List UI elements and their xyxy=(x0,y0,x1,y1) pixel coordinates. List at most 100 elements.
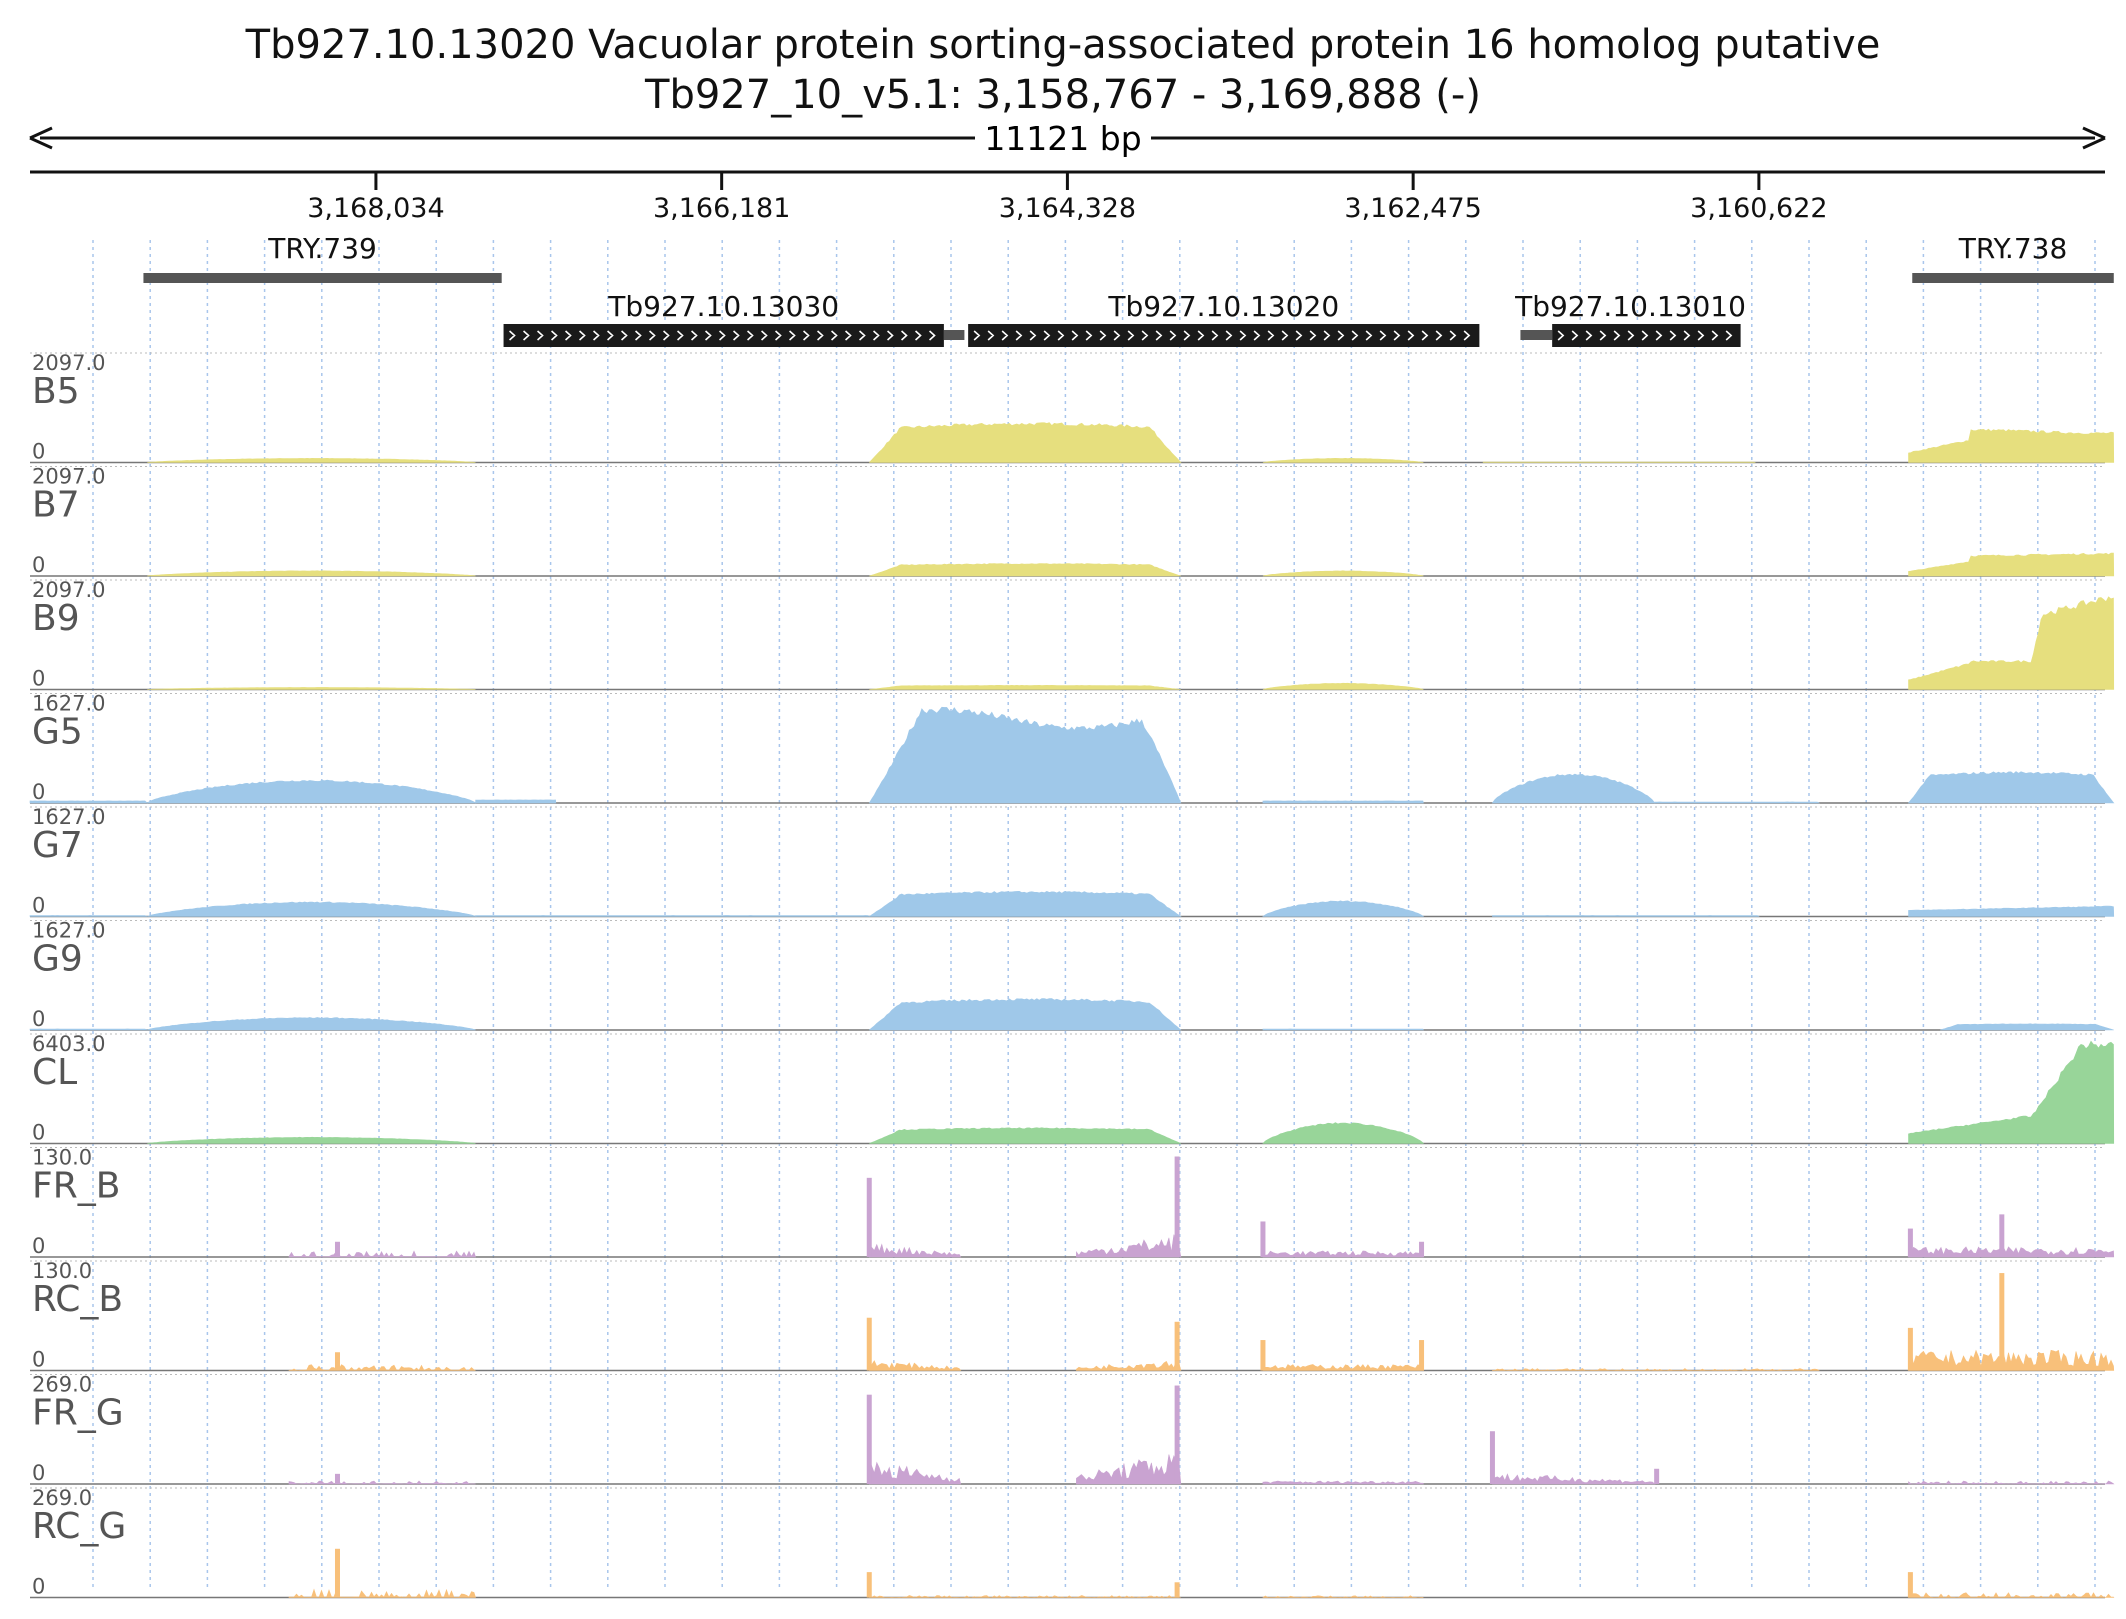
gene-bar xyxy=(968,324,1480,347)
coverage-area xyxy=(29,1028,148,1031)
track-name: G7 xyxy=(32,825,83,866)
track-name: B7 xyxy=(32,485,80,526)
coverage-spike xyxy=(1999,1273,2005,1371)
coverage-spike xyxy=(1489,1431,1495,1484)
track-cl: 6403.0CL 0 xyxy=(30,1032,2115,1145)
track-min-label: 0 xyxy=(32,780,45,804)
coverage-area xyxy=(288,1480,476,1485)
gene-label: Tb927.10.13030 xyxy=(607,290,839,323)
track-name: RC_G xyxy=(32,1506,126,1547)
coverage-spike xyxy=(1174,1385,1180,1484)
coverage-area xyxy=(147,1136,476,1144)
coverage-spike xyxy=(1260,1221,1266,1257)
track-g5: 1627.0G5 0 xyxy=(29,692,2115,804)
region-bar xyxy=(1912,273,2114,283)
gene-label: Tb927.10.13010 xyxy=(1514,290,1746,323)
coverage-area xyxy=(1262,800,1424,804)
coverage-area xyxy=(868,1458,962,1485)
coverage-area xyxy=(1908,1480,2115,1485)
coverage-area xyxy=(868,1595,1181,1598)
span-label: 11121 bp xyxy=(984,119,1141,158)
track-name: CL xyxy=(32,1052,77,1093)
coverage-spike xyxy=(334,1548,340,1598)
track-name: B5 xyxy=(32,371,80,412)
track-max-label: 2097.0 xyxy=(32,351,105,375)
coverage-spike xyxy=(866,1572,872,1598)
coverage-area xyxy=(869,890,1182,917)
track-g7: 1627.0G7 0 xyxy=(29,805,2115,918)
track-max-label: 2097.0 xyxy=(32,578,105,602)
coverage-area xyxy=(288,1588,476,1598)
coverage-area xyxy=(1908,428,2115,463)
coverage-area xyxy=(147,779,477,804)
track-max-label: 269.0 xyxy=(32,1373,92,1397)
coverage-area xyxy=(869,998,1182,1031)
coverage-area xyxy=(1908,1040,2115,1144)
region-label: TRY.738 xyxy=(1958,232,2068,265)
track-max-label: 1627.0 xyxy=(32,692,105,716)
coverage-spike xyxy=(1419,1340,1425,1371)
coverage-area xyxy=(288,1250,476,1258)
span-arrow-left-head xyxy=(29,126,53,150)
track-name: RC_B xyxy=(32,1279,123,1320)
coverage-area xyxy=(1262,1122,1424,1144)
track-rc-b: 130.0RC_B 0 xyxy=(30,1259,2115,1372)
coverage-spike xyxy=(1907,1327,1913,1371)
coverage-spike xyxy=(1654,1468,1660,1484)
track-min-label: 0 xyxy=(32,1461,45,1485)
coverage-area xyxy=(1262,570,1424,577)
gene-label: Tb927.10.13020 xyxy=(1107,290,1339,323)
ruler-tick-label: 3,160,622 xyxy=(1690,193,1827,224)
coverage-area xyxy=(869,1127,1181,1144)
coverage-area xyxy=(1262,1364,1424,1371)
utr-bar xyxy=(1520,330,1553,340)
coverage-area xyxy=(1492,1473,1656,1485)
coordinate-ruler: 11121 bp 3,168,034 3,166,181 3,164,328 3,16… xyxy=(29,118,2106,224)
coverage-area xyxy=(1262,682,1424,690)
coverage-area xyxy=(475,915,871,917)
track-min-label: 0 xyxy=(32,553,45,577)
coverage-area xyxy=(1908,1349,2115,1371)
track-min-label: 0 xyxy=(32,440,45,464)
coverage-area xyxy=(1908,552,2115,577)
ruler-tick-label: 3,164,328 xyxy=(999,193,1136,224)
track-name: FR_B xyxy=(32,1166,120,1207)
coverage-area xyxy=(1492,915,1760,917)
coverage-area xyxy=(147,901,477,917)
coverage-area xyxy=(1492,1368,1820,1371)
track-min-label: 0 xyxy=(32,894,45,918)
track-b9: 2097.0B9 0 xyxy=(30,578,2115,691)
coverage-area xyxy=(869,706,1182,804)
coverage-area xyxy=(1261,900,1425,917)
coverage-area xyxy=(1908,1246,2115,1258)
coverage-area xyxy=(147,687,476,690)
track-max-label: 130.0 xyxy=(32,1259,92,1283)
coverage-area xyxy=(869,422,1182,463)
coverage-area xyxy=(288,1364,476,1371)
coverage-area xyxy=(147,457,476,463)
span-arrow-right-head xyxy=(2082,126,2106,150)
track-min-label: 0 xyxy=(32,1234,45,1258)
ruler-tick-label: 3,168,034 xyxy=(307,193,444,224)
annotation-features: TRY.739 TRY.738 Tb927.10.13030 Tb927.10.130… xyxy=(143,232,2114,347)
track-min-label: 0 xyxy=(32,667,45,691)
track-max-label: 130.0 xyxy=(32,1146,92,1170)
utr-bar xyxy=(943,330,965,340)
coverage-area xyxy=(868,1243,962,1258)
gene-strand-chevrons xyxy=(1557,330,1733,341)
coverage-area xyxy=(868,1360,962,1371)
coverage-area xyxy=(1491,773,1656,804)
coverage-area xyxy=(1076,1234,1182,1258)
coverage-area xyxy=(1907,771,2115,804)
coverage-area xyxy=(29,800,148,804)
coverage-spike xyxy=(334,1473,340,1484)
track-rc-g: 269.0RC_G 0 xyxy=(30,1486,2115,1599)
coverage-area xyxy=(147,570,476,577)
coverage-area xyxy=(869,563,1181,577)
ruler-tick-label: 3,166,181 xyxy=(653,193,790,224)
region-bar xyxy=(143,273,502,283)
coverage-area xyxy=(1908,1592,2115,1599)
coverage-area xyxy=(1908,905,2115,917)
ruler-ticks: 3,168,034 3,166,181 3,164,328 3,162,475 3,16… xyxy=(307,172,1828,224)
coverage-tracks: 2097.0B502097.0B702097.0B901627.0G501627… xyxy=(29,351,2115,1599)
